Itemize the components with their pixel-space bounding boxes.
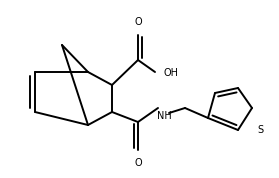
Text: S: S bbox=[257, 125, 263, 135]
Text: NH: NH bbox=[157, 111, 172, 121]
Text: O: O bbox=[134, 158, 142, 168]
Text: O: O bbox=[134, 17, 142, 27]
Text: OH: OH bbox=[163, 68, 178, 78]
